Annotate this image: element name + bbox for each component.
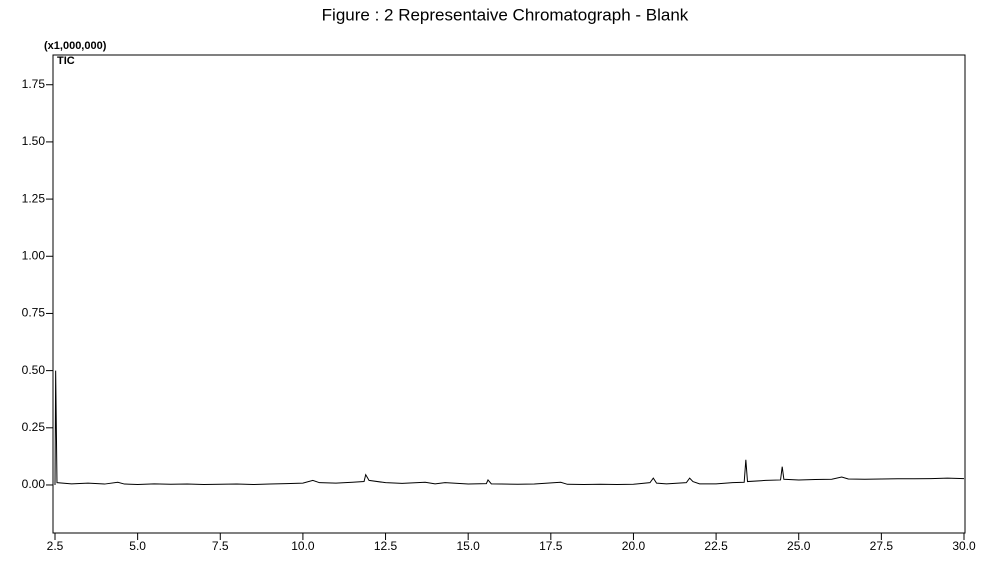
y-tick-label: 1.75 (22, 77, 46, 91)
x-tick-label: 15.0 (457, 539, 481, 553)
x-tick-label: 5.0 (129, 539, 146, 553)
y-tick-label: 0.75 (22, 306, 46, 320)
y-tick-label: 0.00 (22, 477, 46, 491)
x-tick-label: 22.5 (704, 539, 728, 553)
plot-frame (52, 54, 966, 534)
y-tick-label: 1.00 (22, 248, 46, 262)
y-tick-label: 0.25 (22, 420, 46, 434)
x-tick-label: 7.5 (212, 539, 229, 553)
x-tick-label: 30.0 (952, 539, 976, 553)
y-tick-label: 0.50 (22, 363, 46, 377)
x-tick-label: 2.5 (47, 539, 64, 553)
y-axis-label: (x1,000,000) (44, 40, 107, 52)
annotation: TIC (57, 55, 75, 67)
chromatogram-line (54, 370, 965, 486)
y-tick-label: 1.25 (22, 191, 46, 205)
chart-title: Figure : 2 Representaive Chromatograph -… (322, 5, 689, 24)
x-tick-label: 17.5 (539, 539, 563, 553)
x-tick-label: 27.5 (870, 539, 894, 553)
x-tick-label: 12.5 (374, 539, 398, 553)
x-tick-label: 20.0 (622, 539, 646, 553)
y-tick-label: 1.50 (22, 134, 46, 148)
x-tick-label: 25.0 (787, 539, 811, 553)
x-tick-label: 10.0 (291, 539, 315, 553)
